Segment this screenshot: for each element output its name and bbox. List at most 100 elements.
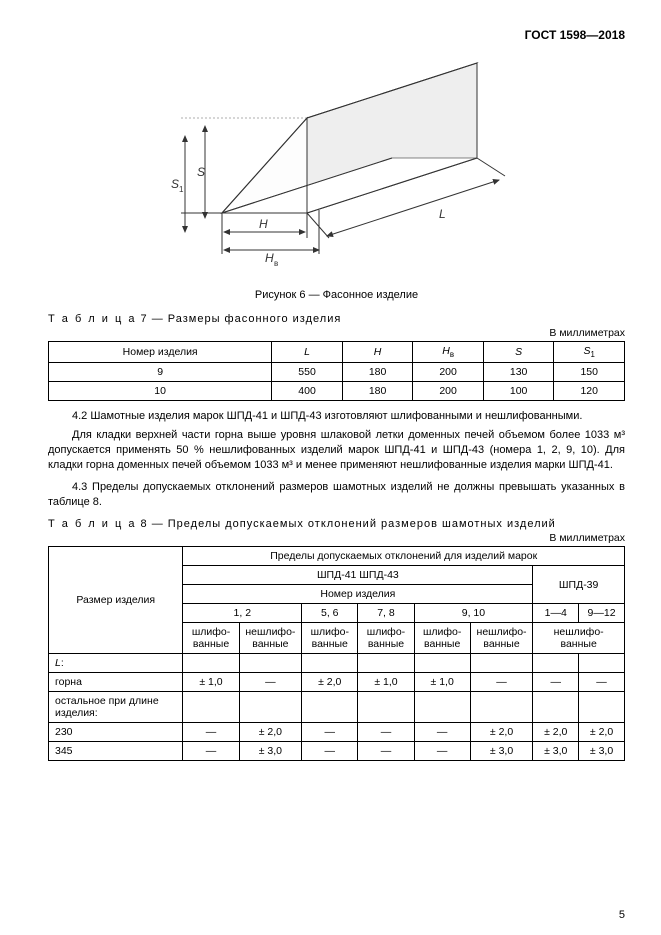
table7-cell: 10 — [49, 382, 272, 401]
table7-h4: S — [483, 342, 554, 363]
svg-text:H: H — [265, 251, 274, 265]
table7-cell: 150 — [554, 363, 625, 382]
table7-cell: 180 — [342, 363, 413, 382]
page-number: 5 — [619, 909, 625, 921]
table8-cell: — — [239, 673, 302, 692]
table8-cell: — — [358, 742, 414, 761]
table8-cell: ± 2,0 — [579, 723, 625, 742]
table7-cell: 550 — [272, 363, 343, 382]
para-4-2b: Для кладки верхней части горна выше уров… — [48, 428, 625, 473]
table8-cell — [183, 654, 239, 673]
table8-cell: ± 3,0 — [239, 742, 302, 761]
t8-h-s3: шлифо- ванные — [358, 623, 414, 654]
t8-h-n1: нешлифо- ванные — [239, 623, 302, 654]
table8-cell: — — [302, 723, 358, 742]
table8-cell — [579, 692, 625, 723]
t8-h-g912: 9—12 — [579, 604, 625, 623]
table7-cell: 100 — [483, 382, 554, 401]
para-4-2: 4.2 Шамотные изделия марок ШПД-41 и ШПД-… — [48, 409, 625, 424]
table8-row: 345—± 3,0———± 3,0± 3,0± 3,0 — [49, 742, 625, 761]
table8-row: остальное при длине изделия: — [49, 692, 625, 723]
table7-units: В миллиметрах — [48, 327, 625, 339]
table8-row-label: L: — [49, 654, 183, 673]
table8-cell: — — [470, 673, 533, 692]
table8-cell: ± 2,0 — [533, 723, 579, 742]
table8-row: горна± 1,0—± 2,0± 1,0± 1,0——— — [49, 673, 625, 692]
svg-text:L: L — [439, 207, 446, 221]
table8: Размер изделия Пределы допускаемых откло… — [48, 546, 625, 761]
figure-6-svg: S S1 H Hв L — [127, 48, 547, 278]
t8-h-g910: 9, 10 — [414, 604, 533, 623]
table7-cell: 120 — [554, 382, 625, 401]
page: ГОСТ 1598—2018 — [0, 0, 661, 935]
table8-cell — [239, 654, 302, 673]
table8-row-label: 230 — [49, 723, 183, 742]
table8-cell — [358, 654, 414, 673]
table8-cell: ± 1,0 — [183, 673, 239, 692]
table7-h2: H — [342, 342, 413, 363]
table8-cell — [470, 692, 533, 723]
table8-cell: ± 3,0 — [470, 742, 533, 761]
t8-h-g78: 7, 8 — [358, 604, 414, 623]
table8-cell — [579, 654, 625, 673]
table7-row: 10400180200100120 — [49, 382, 625, 401]
table8-cell: ± 3,0 — [579, 742, 625, 761]
table8-cell: ± 2,0 — [302, 673, 358, 692]
figure-6: S S1 H Hв L — [48, 48, 625, 283]
t8-h-top: Пределы допускаемых отклонений для издел… — [183, 547, 625, 566]
table8-cell — [533, 654, 579, 673]
table8-cell — [470, 654, 533, 673]
table8-cell: — — [414, 742, 470, 761]
table8-cell: ± 2,0 — [239, 723, 302, 742]
t8-h-s2: шлифо- ванные — [302, 623, 358, 654]
table8-cell: — — [183, 723, 239, 742]
table7-cell: 130 — [483, 363, 554, 382]
table7-cell: 200 — [413, 382, 484, 401]
table8-cell — [183, 692, 239, 723]
table8-cell: — — [533, 673, 579, 692]
t8-h-g56: 5, 6 — [302, 604, 358, 623]
table7-h1: L — [272, 342, 343, 363]
table7-cell: 9 — [49, 363, 272, 382]
t8-h-size: Размер изделия — [49, 547, 183, 654]
t8-h-mark2: ШПД-39 — [533, 566, 625, 604]
table7-row: 9550180200130150 — [49, 363, 625, 382]
svg-text:в: в — [274, 259, 278, 268]
standard-header: ГОСТ 1598—2018 — [48, 28, 625, 42]
table8-cell: ± 1,0 — [358, 673, 414, 692]
table8-cell: ± 1,0 — [414, 673, 470, 692]
table8-row-label: 345 — [49, 742, 183, 761]
table8-cell: ± 3,0 — [533, 742, 579, 761]
table7-title: Т а б л и ц а 7 — Размеры фасонного изде… — [48, 313, 625, 325]
t8-h-num: Номер изделия — [183, 585, 533, 604]
table8-row-label: остальное при длине изделия: — [49, 692, 183, 723]
table8-cell: — — [302, 742, 358, 761]
t8-h-n3: нешлифо- ванные — [533, 623, 625, 654]
table8-title: Т а б л и ц а 8 — Пределы допускаемых от… — [48, 518, 625, 530]
table8-units: В миллиметрах — [48, 532, 625, 544]
t8-h-g14: 1—4 — [533, 604, 579, 623]
t8-h-g12: 1, 2 — [183, 604, 302, 623]
t8-h-s1: шлифо- ванные — [183, 623, 239, 654]
table7-cell: 200 — [413, 363, 484, 382]
svg-text:H: H — [259, 217, 268, 231]
table7-cell: 180 — [342, 382, 413, 401]
table7-h0: Номер изделия — [49, 342, 272, 363]
table8-cell — [414, 692, 470, 723]
table8-row: L: — [49, 654, 625, 673]
table7-h5: S1 — [554, 342, 625, 363]
table8-cell: — — [579, 673, 625, 692]
table8-cell — [302, 692, 358, 723]
table8-row: 230—± 2,0———± 2,0± 2,0± 2,0 — [49, 723, 625, 742]
table8-cell — [533, 692, 579, 723]
table8-cell: — — [414, 723, 470, 742]
table8-cell — [239, 692, 302, 723]
t8-h-mark1: ШПД-41 ШПД-43 — [183, 566, 533, 585]
table8-cell: — — [358, 723, 414, 742]
table7-h3: Hв — [413, 342, 484, 363]
table8-cell — [302, 654, 358, 673]
svg-text:S: S — [197, 165, 205, 179]
table8-cell — [414, 654, 470, 673]
table7-cell: 400 — [272, 382, 343, 401]
para-4-3: 4.3 Пределы допускаемых отклонений разме… — [48, 480, 625, 510]
